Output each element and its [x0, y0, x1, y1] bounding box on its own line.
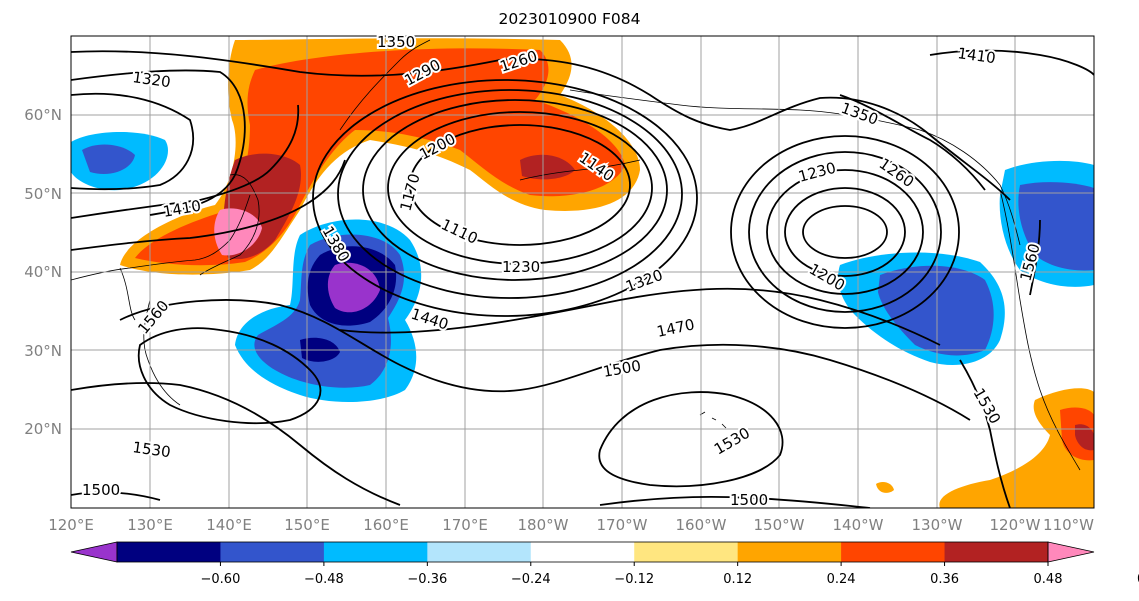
contour-1320 — [71, 69, 246, 216]
contour-1560-east — [1029, 219, 1041, 296]
colorbar-tick-label: 0.48 — [1034, 572, 1063, 587]
colorbar-segment — [427, 542, 532, 562]
contour-label: 1350 — [377, 33, 415, 51]
contour-1530-b — [598, 391, 784, 488]
lat-tick-label: 60°N — [24, 106, 62, 124]
colorbar-segment — [634, 542, 739, 562]
colorbar-segment — [220, 542, 325, 562]
coast-kamchatka — [339, 39, 431, 131]
lon-tick-label: 170°W — [597, 516, 648, 534]
coast-namerica — [999, 189, 1081, 471]
lon-tick-label: 180°W — [518, 516, 569, 534]
lon-axis: 120°E 130°E 140°E 150°E 160°E 170°E 180°… — [48, 516, 1094, 534]
contour-1500-bottom — [71, 491, 161, 501]
contour-1500 — [119, 299, 971, 421]
contour-label-halo: 1350 — [377, 33, 415, 51]
anomaly-pos-southeast-dark — [1075, 424, 1094, 451]
colorbar-tick-label: −0.60 — [201, 572, 241, 587]
colorbar-arrow-low — [70, 541, 118, 563]
colorbar-arrow-high — [1047, 541, 1095, 563]
anomaly-shading — [71, 38, 1094, 508]
contour-1530-east — [959, 359, 1011, 508]
anomaly-pos-small — [876, 482, 894, 493]
contour-1410-ne — [929, 49, 1094, 76]
contour-1350 — [71, 92, 195, 191]
contour-1560 — [137, 327, 322, 425]
contour-label: 1320 — [623, 266, 665, 296]
coast-hawaii — [699, 411, 727, 429]
lon-tick-label: 110°W — [1043, 516, 1094, 534]
map-title: 2023010900 F084 — [498, 10, 641, 28]
anomaly-neg-central-core — [327, 262, 380, 313]
contour-label: 1110 — [438, 215, 480, 247]
contour-label: 1500 — [602, 357, 643, 381]
contour-1440 — [71, 159, 346, 251]
lon-tick-label: 160°E — [363, 516, 409, 534]
coast-asia — [71, 194, 251, 406]
height-contours — [71, 49, 1094, 508]
colorbar-tick-label: 0.24 — [827, 572, 856, 587]
contour-label: 1440 — [409, 305, 451, 334]
colorbar: −0.60 −0.48 −0.36 −0.24 −0.12 0.12 0.24 0.36 0.4… — [70, 541, 1139, 587]
colorbar-segment — [323, 542, 428, 562]
lon-tick-label: 130°E — [127, 516, 173, 534]
colorbar-segment — [841, 542, 946, 562]
colorbar-tick-label: 0.36 — [930, 572, 959, 587]
colorbar-tick-label: 0.60 — [1137, 572, 1139, 587]
lat-tick-label: 40°N — [24, 263, 62, 281]
colorbar-tick-label: −0.24 — [511, 572, 551, 587]
lon-tick-label: 140°E — [206, 516, 252, 534]
anomaly-neg-east-2 — [878, 265, 994, 356]
lat-axis: 20°N 30°N 40°N 50°N 60°N — [24, 106, 62, 438]
lon-tick-label: 170°E — [442, 516, 488, 534]
colorbar-tick-label: 0.12 — [723, 572, 752, 587]
lon-tick-label: 160°W — [676, 516, 727, 534]
anomaly-pos-north-dark2 — [520, 154, 575, 180]
anomaly-pos-southeast — [939, 388, 1094, 508]
contour-label: 1230 — [796, 159, 838, 186]
lon-tick-label: 120°E — [48, 516, 94, 534]
colorbar-tick-label: −0.12 — [614, 572, 654, 587]
lon-tick-label: 130°W — [912, 516, 963, 534]
colorbar-segment — [737, 542, 842, 562]
contour-1500-south — [599, 495, 871, 508]
contour-1530 — [71, 382, 401, 506]
contour-label: 1230 — [502, 258, 540, 276]
contour-1350-alaska — [839, 94, 986, 191]
map-frame — [70, 35, 1095, 509]
colorbar-segment — [117, 542, 221, 562]
lon-tick-label: 150°E — [284, 516, 330, 534]
colorbar-segment — [944, 542, 1049, 562]
colorbar-tick-label: −0.48 — [304, 572, 344, 587]
contour-label: 1530 — [131, 438, 171, 461]
anomaly-neg-west-core — [82, 144, 135, 175]
contour-1260-north — [71, 50, 1011, 201]
colorbar-tick-label: −0.36 — [407, 572, 447, 587]
contour-label-halo: 1500 — [82, 481, 120, 499]
contour-1410 — [71, 104, 300, 219]
lon-tick-label: 150°W — [754, 516, 805, 534]
contour-label: 1410 — [956, 44, 996, 67]
contour-label: 1350 — [839, 99, 881, 129]
lat-tick-label: 20°N — [24, 420, 62, 438]
contour-label: 1500 — [82, 481, 120, 499]
contour-label-halo: 1230 — [502, 258, 540, 276]
colorbar-frame — [116, 541, 1049, 563]
contour-label-halo: 1500 — [730, 491, 768, 509]
lat-tick-label: 50°N — [24, 185, 62, 203]
graticule — [71, 36, 1094, 508]
lon-tick-label: 140°W — [833, 516, 884, 534]
contour-label: 1170 — [396, 171, 423, 213]
contour-label: 1530 — [970, 385, 1005, 427]
contour-1470 — [339, 287, 941, 346]
contour-label: 1500 — [730, 491, 768, 509]
colorbar-segment — [530, 542, 635, 562]
coast-japan — [199, 174, 260, 276]
lat-tick-label: 30°N — [24, 342, 62, 360]
contour-label: 1320 — [131, 68, 171, 91]
contour-label: 1470 — [655, 315, 696, 341]
lon-tick-label: 120°W — [990, 516, 1041, 534]
